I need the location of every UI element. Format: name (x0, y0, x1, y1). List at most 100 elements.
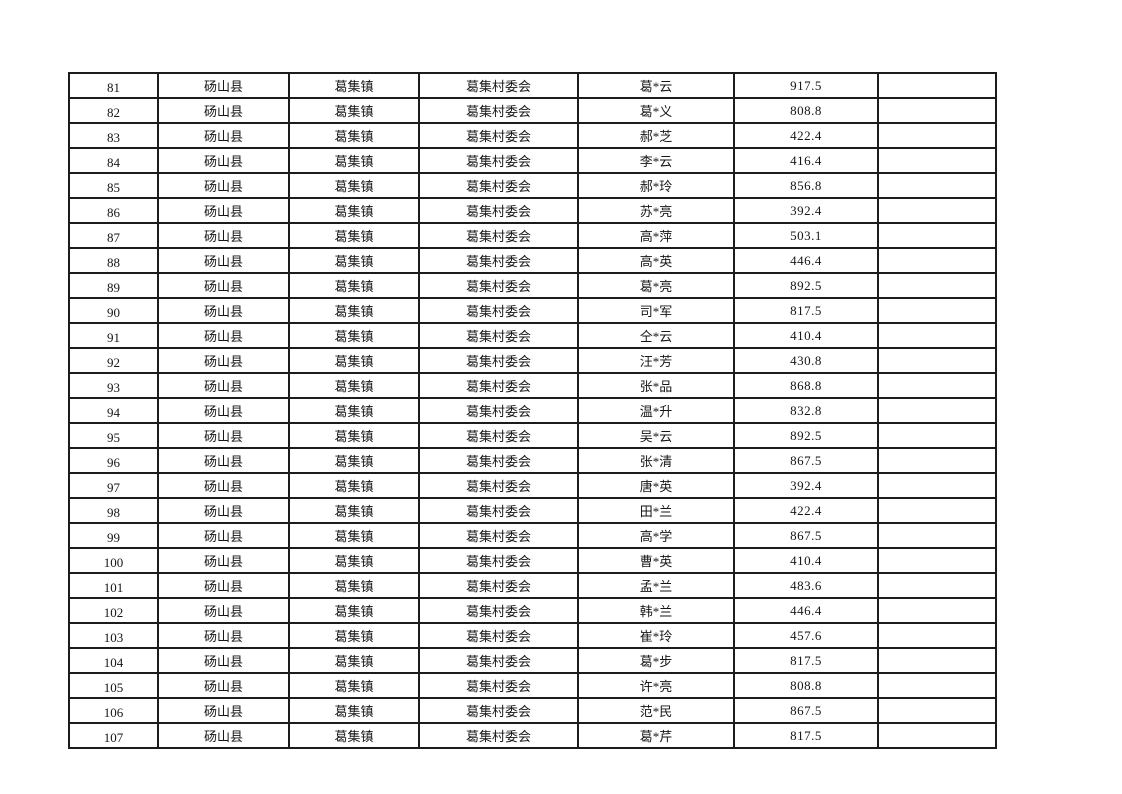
cell-village: 葛集村委会 (418, 472, 579, 499)
cell-town: 葛集镇 (288, 247, 420, 274)
cell-county: 砀山县 (157, 197, 290, 224)
table-row: 103 砀山县 葛集镇 葛集村委会 崔*玲 457.6 (68, 622, 997, 649)
cell-town: 葛集镇 (288, 172, 420, 199)
cell-town: 葛集镇 (288, 472, 420, 499)
cell-county: 砀山县 (157, 697, 290, 724)
cell-village: 葛集村委会 (418, 597, 579, 624)
cell-village: 葛集村委会 (418, 497, 579, 524)
cell-person-name: 许*亮 (577, 672, 735, 699)
cell-blank (877, 697, 997, 724)
cell-blank (877, 522, 997, 549)
cell-town: 葛集镇 (288, 97, 420, 124)
cell-village: 葛集村委会 (418, 672, 579, 699)
cell-person-name: 葛*步 (577, 647, 735, 674)
table-row: 88 砀山县 葛集镇 葛集村委会 高*英 446.4 (68, 247, 997, 274)
cell-county: 砀山县 (157, 122, 290, 149)
cell-amount: 867.5 (733, 522, 879, 549)
table-row: 101 砀山县 葛集镇 葛集村委会 孟*兰 483.6 (68, 572, 997, 599)
cell-blank (877, 147, 997, 174)
cell-county: 砀山县 (157, 672, 290, 699)
cell-blank (877, 547, 997, 574)
cell-amount: 917.5 (733, 72, 879, 99)
cell-village: 葛集村委会 (418, 147, 579, 174)
cell-blank (877, 272, 997, 299)
cell-amount: 446.4 (733, 597, 879, 624)
cell-person-name: 汪*芳 (577, 347, 735, 374)
cell-blank (877, 497, 997, 524)
cell-row-number: 81 (68, 72, 159, 99)
cell-blank (877, 297, 997, 324)
cell-amount: 446.4 (733, 247, 879, 274)
cell-town: 葛集镇 (288, 197, 420, 224)
cell-town: 葛集镇 (288, 547, 420, 574)
cell-row-number: 94 (68, 397, 159, 424)
table-row: 99 砀山县 葛集镇 葛集村委会 高*学 867.5 (68, 522, 997, 549)
cell-village: 葛集村委会 (418, 272, 579, 299)
table-row: 91 砀山县 葛集镇 葛集村委会 仝*云 410.4 (68, 322, 997, 349)
cell-person-name: 葛*云 (577, 72, 735, 99)
cell-person-name: 田*兰 (577, 497, 735, 524)
table-row: 92 砀山县 葛集镇 葛集村委会 汪*芳 430.8 (68, 347, 997, 374)
cell-row-number: 88 (68, 247, 159, 274)
cell-row-number: 98 (68, 497, 159, 524)
cell-row-number: 105 (68, 672, 159, 699)
cell-blank (877, 647, 997, 674)
cell-town: 葛集镇 (288, 147, 420, 174)
cell-blank (877, 622, 997, 649)
cell-person-name: 苏*亮 (577, 197, 735, 224)
cell-county: 砀山县 (157, 597, 290, 624)
cell-town: 葛集镇 (288, 347, 420, 374)
cell-amount: 892.5 (733, 272, 879, 299)
cell-county: 砀山县 (157, 397, 290, 424)
cell-county: 砀山县 (157, 222, 290, 249)
cell-amount: 410.4 (733, 322, 879, 349)
table-row: 84 砀山县 葛集镇 葛集村委会 李*云 416.4 (68, 147, 997, 174)
cell-county: 砀山县 (157, 247, 290, 274)
cell-blank (877, 572, 997, 599)
cell-blank (877, 172, 997, 199)
cell-person-name: 葛*义 (577, 97, 735, 124)
cell-amount: 867.5 (733, 447, 879, 474)
cell-row-number: 95 (68, 422, 159, 449)
cell-county: 砀山县 (157, 147, 290, 174)
cell-row-number: 87 (68, 222, 159, 249)
cell-county: 砀山县 (157, 422, 290, 449)
cell-person-name: 温*升 (577, 397, 735, 424)
cell-row-number: 99 (68, 522, 159, 549)
cell-amount: 392.4 (733, 472, 879, 499)
cell-row-number: 83 (68, 122, 159, 149)
cell-row-number: 86 (68, 197, 159, 224)
cell-town: 葛集镇 (288, 372, 420, 399)
cell-town: 葛集镇 (288, 272, 420, 299)
table-row: 89 砀山县 葛集镇 葛集村委会 葛*亮 892.5 (68, 272, 997, 299)
table-row: 107 砀山县 葛集镇 葛集村委会 葛*芹 817.5 (68, 722, 997, 749)
cell-amount: 422.4 (733, 497, 879, 524)
cell-county: 砀山县 (157, 647, 290, 674)
cell-county: 砀山县 (157, 372, 290, 399)
table-row: 83 砀山县 葛集镇 葛集村委会 郝*芝 422.4 (68, 122, 997, 149)
cell-row-number: 93 (68, 372, 159, 399)
cell-row-number: 85 (68, 172, 159, 199)
table-row: 102 砀山县 葛集镇 葛集村委会 韩*兰 446.4 (68, 597, 997, 624)
cell-village: 葛集村委会 (418, 222, 579, 249)
cell-county: 砀山县 (157, 72, 290, 99)
cell-person-name: 曹*英 (577, 547, 735, 574)
cell-person-name: 崔*玲 (577, 622, 735, 649)
cell-blank (877, 422, 997, 449)
cell-county: 砀山县 (157, 447, 290, 474)
table-row: 98 砀山县 葛集镇 葛集村委会 田*兰 422.4 (68, 497, 997, 524)
cell-amount: 430.8 (733, 347, 879, 374)
cell-person-name: 仝*云 (577, 322, 735, 349)
cell-blank (877, 372, 997, 399)
table-row: 87 砀山县 葛集镇 葛集村委会 高*萍 503.1 (68, 222, 997, 249)
table-row: 100 砀山县 葛集镇 葛集村委会 曹*英 410.4 (68, 547, 997, 574)
cell-blank (877, 247, 997, 274)
cell-town: 葛集镇 (288, 422, 420, 449)
cell-amount: 410.4 (733, 547, 879, 574)
cell-village: 葛集村委会 (418, 547, 579, 574)
cell-blank (877, 197, 997, 224)
cell-village: 葛集村委会 (418, 697, 579, 724)
cell-amount: 503.1 (733, 222, 879, 249)
cell-county: 砀山县 (157, 347, 290, 374)
table-row: 82 砀山县 葛集镇 葛集村委会 葛*义 808.8 (68, 97, 997, 124)
